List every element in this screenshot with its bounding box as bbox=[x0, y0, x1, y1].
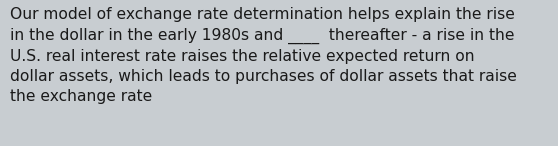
Text: Our model of exchange rate determination helps explain the rise
in the dollar in: Our model of exchange rate determination… bbox=[10, 7, 517, 104]
